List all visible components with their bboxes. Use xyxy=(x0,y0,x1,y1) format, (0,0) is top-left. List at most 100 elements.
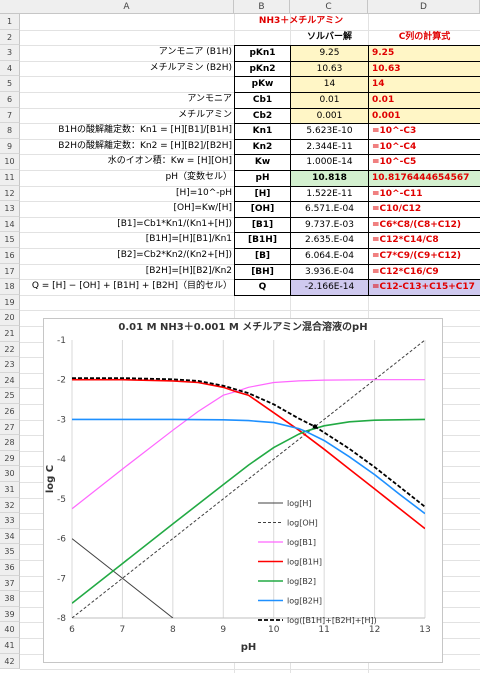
chart-area[interactable] xyxy=(43,318,443,663)
row-header-36[interactable]: 36 xyxy=(0,560,20,576)
row-label[interactable]: Q = [H] − [OH] + [B1H] + [B2H]（目的セル） xyxy=(31,281,232,292)
param-name[interactable]: [B1] xyxy=(234,216,291,234)
row-header-29[interactable]: 29 xyxy=(0,450,20,467)
param-formula[interactable]: =C7*C9/(C9+C12) xyxy=(368,248,480,265)
param-formula[interactable]: =10^-C5 xyxy=(368,154,480,171)
legend-entry[interactable]: log[B1] xyxy=(287,538,316,547)
row-header-1[interactable]: 1 xyxy=(0,14,20,30)
row-header-23[interactable]: 23 xyxy=(0,357,20,373)
param-value[interactable]: 5.623E-10 xyxy=(290,123,369,140)
row-header-35[interactable]: 35 xyxy=(0,544,20,560)
row-header-30[interactable]: 30 xyxy=(0,466,20,482)
param-value[interactable]: 10.63 xyxy=(290,60,369,78)
row-header-11[interactable]: 11 xyxy=(0,170,20,186)
param-name[interactable]: Kn1 xyxy=(234,123,291,140)
row-header-33[interactable]: 33 xyxy=(0,513,20,529)
row-header-8[interactable]: 8 xyxy=(0,123,20,139)
param-value[interactable]: 9.737.E-03 xyxy=(290,216,369,234)
legend-entry[interactable]: log[B1H] xyxy=(287,558,322,567)
row-header-21[interactable]: 21 xyxy=(0,326,20,342)
row-header-28[interactable]: 28 xyxy=(0,435,20,451)
row-label[interactable]: 水のイオン積：Kw = [H][OH] xyxy=(107,156,232,167)
param-value[interactable]: 0.001 xyxy=(290,107,369,125)
column-header-d[interactable]: D xyxy=(368,0,480,14)
solver-header[interactable]: ソルバー解 xyxy=(306,31,352,42)
row-header-25[interactable]: 25 xyxy=(0,388,20,404)
column-header-c[interactable]: C xyxy=(290,0,368,14)
series-line-4[interactable] xyxy=(72,418,425,604)
row-label[interactable]: [H]=10^-pH xyxy=(175,187,232,198)
param-value[interactable]: 0.01 xyxy=(290,92,369,109)
row-header-24[interactable]: 24 xyxy=(0,372,20,389)
row-label[interactable]: メチルアミン (B2H) xyxy=(149,62,232,73)
param-formula[interactable]: 9.25 xyxy=(368,45,480,62)
series-line-3[interactable] xyxy=(72,378,425,530)
legend-entry[interactable]: log[OH] xyxy=(287,519,318,528)
param-name[interactable]: [BH] xyxy=(234,263,291,281)
row-header-19[interactable]: 19 xyxy=(0,294,20,311)
row-header-20[interactable]: 20 xyxy=(0,310,20,326)
formula-header[interactable]: C列の計算式 xyxy=(398,31,451,42)
series-line-0[interactable] xyxy=(72,538,174,618)
row-label[interactable]: アンモニア xyxy=(187,94,232,104)
param-name[interactable]: [B] xyxy=(234,248,291,265)
row-header-14[interactable]: 14 xyxy=(0,216,20,233)
param-value[interactable]: 2.344E-11 xyxy=(290,138,369,156)
select-all-corner[interactable] xyxy=(0,0,20,14)
legend-entry[interactable]: log([B1H]+[B2H]+[H]) xyxy=(287,616,377,625)
column-header-b[interactable]: B xyxy=(234,0,290,14)
param-name[interactable]: pH xyxy=(234,170,291,187)
row-header-37[interactable]: 37 xyxy=(0,575,20,592)
row-label[interactable]: メチルアミン xyxy=(178,109,232,120)
param-formula[interactable]: =10^-C3 xyxy=(368,123,480,140)
row-label[interactable]: [B1]=Cb1*Kn1/(Kn1+[H]) xyxy=(117,218,232,229)
param-formula[interactable]: =C12*C14/C8 xyxy=(368,232,480,249)
row-label[interactable]: B2Hの酸解離定数：Kn2 = [H][B2]/[B2H] xyxy=(58,140,232,151)
param-formula[interactable]: 10.8176444654567 xyxy=(368,170,480,187)
param-formula[interactable]: =C10/C12 xyxy=(368,201,480,218)
row-label[interactable]: pH（変数セル） xyxy=(165,172,232,182)
row-header-18[interactable]: 18 xyxy=(0,279,20,295)
row-header-15[interactable]: 15 xyxy=(0,232,20,248)
row-label[interactable]: アンモニア (B1H) xyxy=(158,47,232,58)
param-value[interactable]: 14 xyxy=(290,76,369,93)
row-label[interactable]: [B2]=Cb2*Kn2/(Kn2+[H]) xyxy=(117,250,232,260)
param-name[interactable]: Cb1 xyxy=(234,92,291,109)
row-label[interactable]: [B1H]=[H][B1]/Kn1 xyxy=(145,234,232,245)
row-header-6[interactable]: 6 xyxy=(0,92,20,108)
param-value[interactable]: 1.000E-14 xyxy=(290,154,369,171)
param-formula[interactable]: 10.63 xyxy=(368,60,480,78)
row-header-22[interactable]: 22 xyxy=(0,341,20,358)
param-name[interactable]: [B1H] xyxy=(234,232,291,249)
row-header-39[interactable]: 39 xyxy=(0,606,20,623)
param-formula[interactable]: =C6*C8/(C8+C12) xyxy=(368,216,480,234)
row-header-13[interactable]: 13 xyxy=(0,201,20,217)
param-value[interactable]: 3.936.E-04 xyxy=(290,263,369,281)
param-formula[interactable]: =10^-C11 xyxy=(368,185,480,203)
param-formula[interactable]: 0.001 xyxy=(368,107,480,125)
param-formula[interactable]: =C12-C13+C15+C17 xyxy=(368,279,480,296)
sheet-title[interactable]: NH3＋メチルアミン xyxy=(258,16,344,26)
param-value[interactable]: -2.166E-14 xyxy=(290,279,369,296)
row-label[interactable]: B1Hの酸解離定数：Kn1 = [H][B1]/[B1H] xyxy=(58,125,232,136)
row-header-38[interactable]: 38 xyxy=(0,591,20,607)
column-header-a[interactable]: A xyxy=(20,0,234,14)
row-header-27[interactable]: 27 xyxy=(0,419,20,436)
param-value[interactable]: 9.25 xyxy=(290,45,369,62)
param-value[interactable]: 6.064.E-04 xyxy=(290,248,369,265)
row-header-26[interactable]: 26 xyxy=(0,404,20,420)
series-line-6[interactable] xyxy=(72,377,425,508)
param-formula[interactable]: 0.01 xyxy=(368,92,480,109)
row-header-7[interactable]: 7 xyxy=(0,107,20,124)
param-value[interactable]: 10.818 xyxy=(290,170,369,187)
row-label[interactable]: [OH]=Kw/[H] xyxy=(173,203,233,214)
param-name[interactable]: Q xyxy=(234,279,291,296)
row-header-10[interactable]: 10 xyxy=(0,154,20,170)
row-header-5[interactable]: 5 xyxy=(0,76,20,92)
series-line-2[interactable] xyxy=(72,379,425,510)
param-name[interactable]: pKn1 xyxy=(234,45,291,62)
param-name[interactable]: Cb2 xyxy=(234,107,291,125)
series-line-5[interactable] xyxy=(72,418,425,515)
row-header-42[interactable]: 42 xyxy=(0,653,20,670)
row-header-12[interactable]: 12 xyxy=(0,185,20,202)
